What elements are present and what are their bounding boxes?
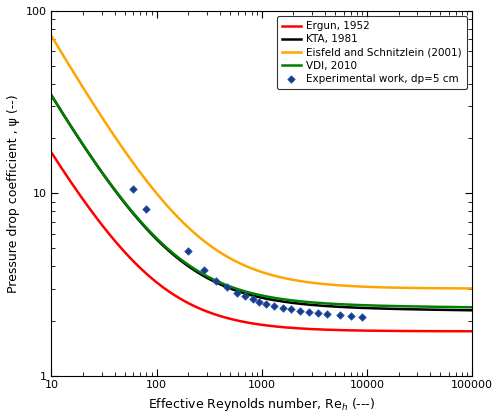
- Experimental work, dp=5 cm: [336, 312, 344, 319]
- Experimental work, dp=5 cm: [324, 311, 332, 318]
- Eisfeld and Schnitzlein (2001): [48, 33, 54, 38]
- VDI, 2010: [253, 291, 259, 297]
- KTA, 1981: [48, 93, 54, 98]
- Legend: Ergun, 1952, KTA, 1981, Eisfeld and Schnitzlein (2001), VDI, 2010, Experimental : Ergun, 1952, KTA, 1981, Eisfeld and Schn…: [277, 16, 467, 89]
- Eisfeld and Schnitzlein (2001): [380, 285, 386, 290]
- VDI, 2010: [380, 303, 386, 308]
- KTA, 1981: [242, 291, 248, 296]
- Eisfeld and Schnitzlein (2001): [242, 263, 248, 268]
- Experimental work, dp=5 cm: [200, 267, 207, 273]
- Experimental work, dp=5 cm: [256, 298, 264, 305]
- Eisfeld and Schnitzlein (2001): [469, 286, 475, 291]
- Line: KTA, 1981: KTA, 1981: [52, 95, 472, 310]
- Experimental work, dp=5 cm: [287, 306, 295, 313]
- X-axis label: Effective Reynolds number, Re$_h$ (---): Effective Reynolds number, Re$_h$ (---): [148, 396, 376, 413]
- Experimental work, dp=5 cm: [262, 300, 270, 307]
- Line: Eisfeld and Schnitzlein (2001): Eisfeld and Schnitzlein (2001): [52, 36, 472, 289]
- Experimental work, dp=5 cm: [242, 293, 250, 300]
- Ergun, 1952: [242, 320, 248, 325]
- Experimental work, dp=5 cm: [346, 313, 354, 320]
- KTA, 1981: [380, 306, 386, 311]
- KTA, 1981: [456, 307, 462, 312]
- Ergun, 1952: [456, 329, 462, 334]
- Experimental work, dp=5 cm: [184, 248, 192, 255]
- VDI, 2010: [70, 126, 76, 131]
- Experimental work, dp=5 cm: [248, 296, 256, 303]
- KTA, 1981: [469, 308, 475, 313]
- Experimental work, dp=5 cm: [270, 302, 278, 309]
- VDI, 2010: [48, 93, 54, 98]
- VDI, 2010: [469, 305, 475, 310]
- Ergun, 1952: [70, 182, 76, 187]
- Experimental work, dp=5 cm: [142, 206, 150, 213]
- Y-axis label: Pressure drop coefficient , ψ (--): Pressure drop coefficient , ψ (--): [7, 94, 20, 293]
- Experimental work, dp=5 cm: [223, 284, 231, 291]
- VDI, 2010: [242, 289, 248, 294]
- Ergun, 1952: [380, 328, 386, 333]
- Experimental work, dp=5 cm: [233, 289, 241, 296]
- Experimental work, dp=5 cm: [358, 314, 366, 320]
- KTA, 1981: [70, 127, 76, 132]
- Experimental work, dp=5 cm: [129, 186, 137, 193]
- VDI, 2010: [456, 304, 462, 310]
- Line: VDI, 2010: VDI, 2010: [52, 95, 472, 307]
- Ergun, 1952: [253, 321, 259, 326]
- Experimental work, dp=5 cm: [212, 278, 220, 284]
- KTA, 1981: [253, 294, 259, 299]
- Eisfeld and Schnitzlein (2001): [253, 268, 259, 273]
- Ergun, 1952: [48, 150, 54, 155]
- Experimental work, dp=5 cm: [279, 304, 287, 311]
- Experimental work, dp=5 cm: [304, 309, 312, 315]
- Ergun, 1952: [457, 329, 463, 334]
- Experimental work, dp=5 cm: [296, 307, 304, 314]
- Experimental work, dp=5 cm: [314, 310, 322, 317]
- Ergun, 1952: [469, 329, 475, 334]
- VDI, 2010: [457, 304, 463, 310]
- Eisfeld and Schnitzlein (2001): [457, 286, 463, 291]
- Eisfeld and Schnitzlein (2001): [70, 68, 76, 74]
- Eisfeld and Schnitzlein (2001): [456, 286, 462, 291]
- Line: Ergun, 1952: Ergun, 1952: [52, 152, 472, 331]
- KTA, 1981: [457, 307, 463, 312]
